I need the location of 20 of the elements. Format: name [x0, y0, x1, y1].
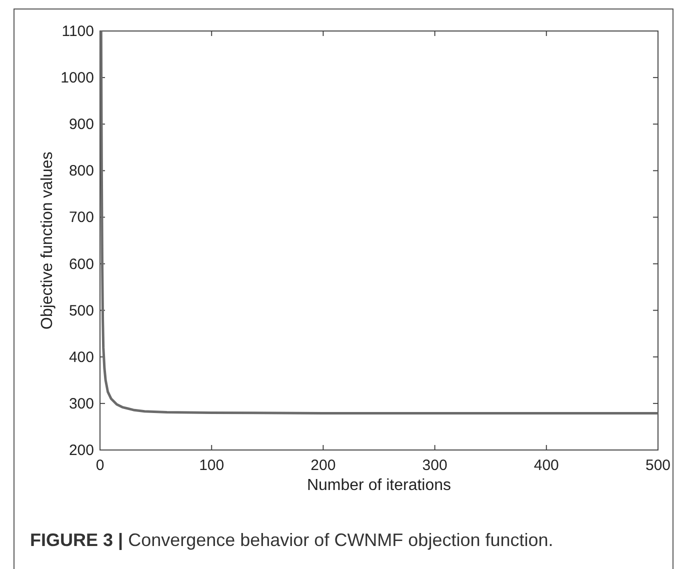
y-axis-title: Objective function values [39, 152, 56, 330]
y-tick-label: 600 [68, 256, 94, 273]
x-axis-title: Number of iterations [306, 477, 452, 494]
x-tick-label: 0 [96, 457, 104, 474]
line-series [100, 30, 660, 414]
y-tick-label: 1000 [60, 70, 94, 87]
caption: FIGURE 3 | Convergence behavior of CWNMF objection function. [30, 530, 554, 550]
y-tick-label: 400 [68, 348, 94, 366]
y-tick-label: 200 [68, 442, 94, 459]
y-tick-label: 500 [68, 302, 94, 320]
y-tick-label: 1100 [62, 23, 94, 40]
x-tick-label: 300 [422, 457, 448, 474]
x-tick-label: 500 [645, 457, 671, 474]
x-tick-label: 100 [199, 457, 224, 474]
y-tick-label: 800 [68, 162, 94, 180]
y-tick-label: 700 [68, 209, 94, 226]
x-tick-label: 200 [310, 457, 336, 474]
y-tick-label: 900 [68, 116, 94, 134]
x-tick-label: 400 [534, 457, 559, 474]
y-tick-label: 300 [68, 395, 94, 412]
